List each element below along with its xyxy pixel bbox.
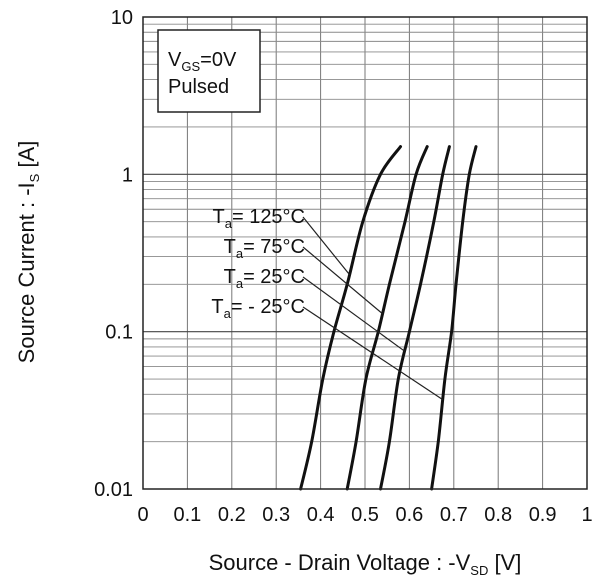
x-tick-label: 0.7 bbox=[440, 504, 468, 526]
curves bbox=[299, 145, 478, 491]
leader-line-2 bbox=[302, 246, 383, 315]
series-label-1: Ta= 125°C bbox=[213, 206, 306, 231]
y-tick-labels: 0.01 0.1 1 10 bbox=[94, 7, 133, 501]
y-tick-label: 1 bbox=[122, 164, 133, 186]
x-tick-label: 1 bbox=[581, 504, 592, 526]
x-tick-labels: 0 0.1 0.2 0.3 0.4 0.5 0.6 0.7 0.8 0.9 1 bbox=[137, 504, 592, 526]
x-tick-label: 0.9 bbox=[529, 504, 557, 526]
condition-vgs: VGS=0V bbox=[168, 49, 237, 74]
y-axis-title: Source Current : -IS [A] bbox=[14, 141, 42, 364]
curve-series-3 bbox=[379, 145, 451, 491]
x-tick-label: 0.6 bbox=[395, 504, 423, 526]
curve-series-2 bbox=[345, 145, 429, 491]
x-tick-label: 0.2 bbox=[218, 504, 246, 526]
y-tick-label: 10 bbox=[111, 7, 133, 29]
series-label-4: Ta= - 25°C bbox=[211, 296, 305, 321]
leader-line-1 bbox=[302, 216, 351, 276]
label-leader-lines bbox=[302, 216, 444, 401]
leader-line-4 bbox=[302, 306, 444, 401]
y-tick-label: 0.01 bbox=[94, 479, 133, 501]
series-label-3: Ta= 25°C bbox=[224, 266, 305, 291]
condition-box: VGS=0V Pulsed bbox=[157, 29, 261, 113]
series-label-2: Ta= 75°C bbox=[224, 236, 305, 261]
curve-series-1 bbox=[299, 145, 402, 491]
x-tick-label: 0.1 bbox=[173, 504, 201, 526]
x-tick-label: 0.5 bbox=[351, 504, 379, 526]
x-tick-label: 0.8 bbox=[484, 504, 512, 526]
plot-frame bbox=[142, 16, 588, 490]
x-tick-label: 0 bbox=[137, 504, 148, 526]
leader-line-3 bbox=[302, 276, 406, 352]
x-tick-label: 0.4 bbox=[307, 504, 335, 526]
x-axis-title: Source - Drain Voltage : -VSD [V] bbox=[209, 550, 522, 578]
y-tick-label: 0.1 bbox=[105, 322, 133, 344]
curve-series-4 bbox=[430, 145, 478, 491]
x-tick-label: 0.3 bbox=[262, 504, 290, 526]
condition-pulsed: Pulsed bbox=[168, 76, 229, 98]
series-labels: Ta= 125°C Ta= 75°C Ta= 25°C Ta= - 25°C bbox=[211, 206, 305, 321]
